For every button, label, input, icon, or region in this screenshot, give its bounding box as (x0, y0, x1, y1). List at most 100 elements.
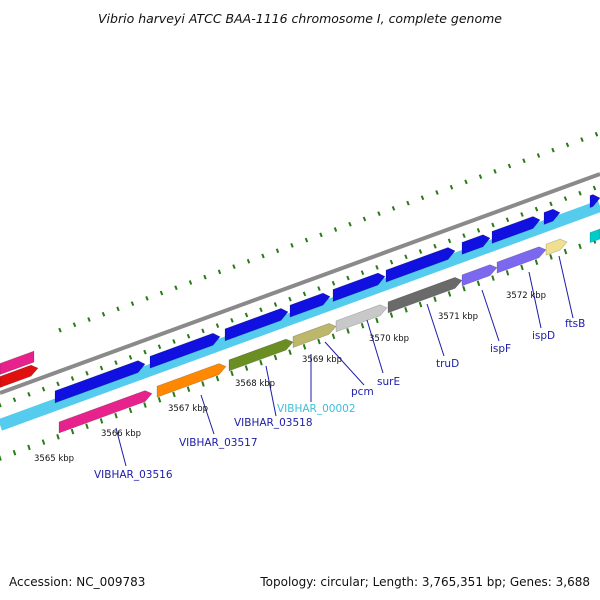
outer-tick (362, 216, 367, 222)
kbp-label-3572: 3572 kbp (506, 291, 546, 301)
cds-forward-arrow (149, 332, 221, 369)
rna-band (0, 200, 600, 431)
scale-tick (259, 359, 263, 366)
inner-tick (186, 333, 191, 339)
map-title: Vibrio harveyi ATCC BAA-1116 chromosome … (98, 11, 502, 26)
scale-tick (375, 317, 379, 324)
inner-tick (520, 212, 524, 217)
inner-tick (143, 349, 147, 355)
red-partial (0, 364, 39, 388)
inner-tick (0, 402, 2, 408)
gene-label-vibhar-00002[interactable]: VIBHAR_00002 (277, 403, 356, 415)
outer-tick (101, 311, 106, 317)
kbp-label-3570: 3570 kbp (369, 334, 409, 344)
leader-line (426, 303, 445, 357)
inner-tick (85, 370, 89, 376)
inner-tick (157, 344, 162, 350)
scale-tick (244, 365, 249, 371)
inner-tick (27, 392, 31, 397)
outer-tick (246, 258, 251, 264)
outer-tick (551, 147, 555, 153)
outer-tick (174, 285, 178, 291)
outer-tick (261, 253, 265, 259)
scale-tick (0, 455, 2, 461)
inner-tick (172, 339, 176, 344)
inner-tick (375, 265, 379, 270)
inner-tick (360, 270, 365, 276)
inner-tick (201, 328, 205, 334)
scale-tick (85, 423, 89, 430)
scale-tick (99, 418, 104, 424)
gene-label-vibhar-03516[interactable]: VIBHAR_03516 (94, 469, 173, 481)
inner-tick (12, 397, 17, 403)
outer-tick (507, 163, 512, 169)
outer-tick (188, 280, 193, 285)
scale-tick (27, 444, 31, 451)
accession-text: Accession: NC_009783 (9, 575, 145, 589)
olive-gene (228, 338, 294, 372)
outer-tick (435, 190, 439, 195)
cds-forward-arrow (461, 234, 491, 255)
scale-tick (157, 396, 162, 403)
lightgray-gene (335, 304, 388, 333)
inner-tick (244, 312, 249, 318)
inner-tick (592, 185, 597, 191)
outer-tick (594, 131, 599, 137)
outer-tick (522, 158, 526, 164)
inner-tick (302, 291, 307, 297)
inner-tick (563, 196, 568, 201)
paleyellow-gene (545, 238, 568, 256)
scale-tick (317, 338, 321, 345)
inner-tick (433, 243, 437, 249)
inner-tick (317, 286, 321, 291)
gene-label-sure[interactable]: surE (377, 376, 400, 388)
inner-tick (346, 275, 350, 281)
scale-tick (360, 322, 365, 329)
leader-line (366, 319, 384, 374)
outer-tick (290, 243, 294, 248)
kbp-label-3566: 3566 kbp (101, 429, 141, 439)
outer-tick (116, 306, 120, 312)
gene-label-trud[interactable]: truD (436, 358, 459, 370)
outer-tick (536, 153, 541, 158)
outer-tick (87, 317, 91, 322)
purple-gene (461, 264, 498, 287)
outer-tick (449, 184, 454, 190)
gene-label-ftsb[interactable]: ftsB (565, 318, 585, 330)
kbp-label-3568: 3568 kbp (235, 379, 275, 389)
scale-tick (201, 381, 205, 387)
khaki-gene (292, 323, 337, 348)
leader-line (324, 341, 365, 386)
chromosome-backbone (0, 172, 600, 395)
inner-tick (476, 227, 481, 233)
scale-tick (578, 243, 582, 250)
outer-tick (130, 301, 135, 307)
scale-tick (215, 375, 220, 382)
gene-label-vibhar-03518[interactable]: VIBHAR_03518 (234, 417, 313, 429)
gene-label-vibhar-03517[interactable]: VIBHAR_03517 (179, 437, 258, 449)
leader-line (200, 394, 215, 435)
inner-tick (389, 259, 394, 265)
outer-tick (304, 237, 309, 243)
outer-tick (493, 168, 497, 174)
cds-forward-arrow (54, 360, 146, 404)
outer-tick (478, 174, 483, 179)
gene-label-pcm[interactable]: pcm (351, 386, 374, 398)
gene-label-ispd[interactable]: ispD (532, 330, 555, 342)
label-leader-lines (115, 255, 574, 467)
scale-tick (389, 312, 394, 318)
scale-tick (186, 386, 191, 393)
outer-tick (391, 206, 396, 211)
outer-tick (58, 327, 62, 333)
magenta-partial (0, 350, 35, 375)
gene-label-ispf[interactable]: ispF (490, 343, 511, 355)
inner-tick (259, 307, 263, 313)
scale-tick (491, 275, 495, 281)
inner-tick (41, 386, 46, 392)
genome-summary-text: Topology: circular; Length: 3,765,351 bp… (259, 575, 590, 589)
darkgray-gene (387, 277, 463, 314)
outer-tick (159, 290, 164, 296)
scale-tick (418, 301, 423, 308)
inner-tick-ring (0, 185, 597, 408)
